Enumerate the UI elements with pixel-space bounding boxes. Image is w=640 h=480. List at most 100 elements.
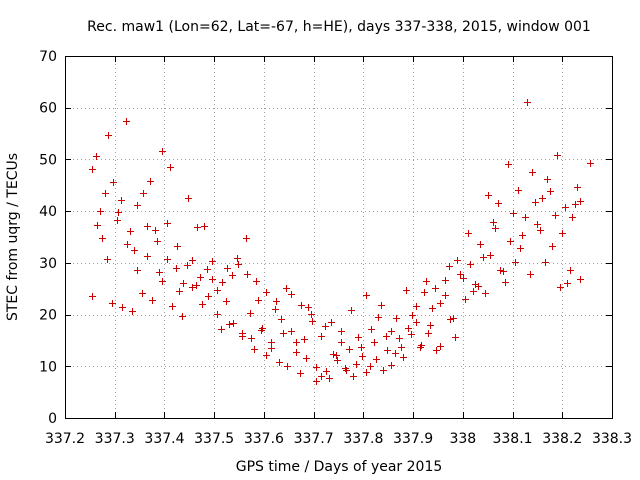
data-point [480,254,487,261]
data-point [368,326,375,333]
data-point [418,342,425,349]
data-point [359,353,366,360]
data-point [89,293,96,300]
data-point [487,252,494,259]
data-point [409,312,416,319]
axis-ticks: 337.2 337.3 337.4 337.5 337.6 337.7 337.8 337.9… [39,49,632,447]
data-point [174,243,181,250]
data-point [93,153,100,160]
data-point [263,289,270,296]
data-point [346,346,353,353]
data-point [199,301,206,308]
data-point [119,304,126,311]
data-point [432,285,439,292]
data-point [179,313,186,320]
data-point [115,209,122,216]
y-tick-label: 60 [39,101,57,117]
data-point [515,187,522,194]
data-point [99,235,106,242]
data-point [384,347,391,354]
data-point [239,330,246,337]
data-point [123,118,130,125]
data-point [577,198,584,205]
data-point [465,230,472,237]
data-point [363,292,370,299]
data-point [388,362,395,369]
data-point [363,369,370,376]
data-point [308,311,315,318]
data-point [569,214,576,221]
data-point [485,192,492,199]
data-point [519,232,526,239]
x-tick-label: 338.3 [592,431,632,447]
data-point [219,279,226,286]
data-point [185,195,192,202]
data-point [140,190,147,197]
data-point [587,160,594,167]
data-point [562,204,569,211]
data-point [577,276,584,283]
data-point [280,330,287,337]
y-tick-label: 10 [39,359,57,375]
x-tick-label: 338.2 [542,431,582,447]
data-point [147,178,154,185]
x-tick-label: 338 [449,431,476,447]
data-point [557,284,564,291]
data-point [159,278,166,285]
data-point [427,322,434,329]
data-point [114,217,121,224]
data-point [255,297,262,304]
data-point [398,344,405,351]
data-point [134,267,141,274]
data-point [105,132,112,139]
data-point [272,306,279,313]
data-point [169,303,176,310]
data-point [371,339,378,346]
data-point [218,326,225,333]
data-point [358,344,365,351]
data-point [457,271,464,278]
data-point [322,323,329,330]
data-point [224,265,231,272]
data-point [201,223,208,230]
data-point [343,367,350,374]
data-point [512,259,519,266]
data-point [470,288,477,295]
data-point [472,281,479,288]
data-point [284,363,291,370]
data-point [380,367,387,374]
data-point [544,176,551,183]
data-point [452,334,459,341]
data-point [127,228,134,235]
data-point [421,289,428,296]
data-point [552,212,559,219]
data-point [235,261,242,268]
data-point [383,333,390,340]
data-points [89,99,594,385]
data-point [517,245,524,252]
data-point [247,310,254,317]
data-point [268,339,275,346]
data-point [244,271,251,278]
data-point [118,197,125,204]
data-point [214,287,221,294]
data-point [144,253,151,260]
data-point [396,335,403,342]
x-tick-label: 337.3 [95,431,135,447]
data-point [460,275,467,282]
data-point [124,241,131,248]
data-point [350,373,357,380]
data-point [378,302,385,309]
data-point [89,166,96,173]
data-point [338,328,345,335]
data-point [154,238,161,245]
data-point [564,280,571,287]
data-point [408,331,415,338]
data-point [205,293,212,300]
data-point [152,227,159,234]
data-point [559,230,566,237]
x-tick-label: 337.5 [194,431,234,447]
data-point [209,276,216,283]
data-point [209,258,216,265]
